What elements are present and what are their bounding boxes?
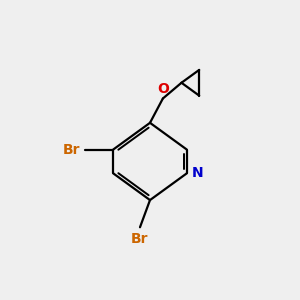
Text: Br: Br: [131, 232, 148, 245]
Text: N: N: [192, 167, 203, 180]
Text: Br: Br: [63, 142, 80, 157]
Text: O: O: [157, 82, 169, 96]
